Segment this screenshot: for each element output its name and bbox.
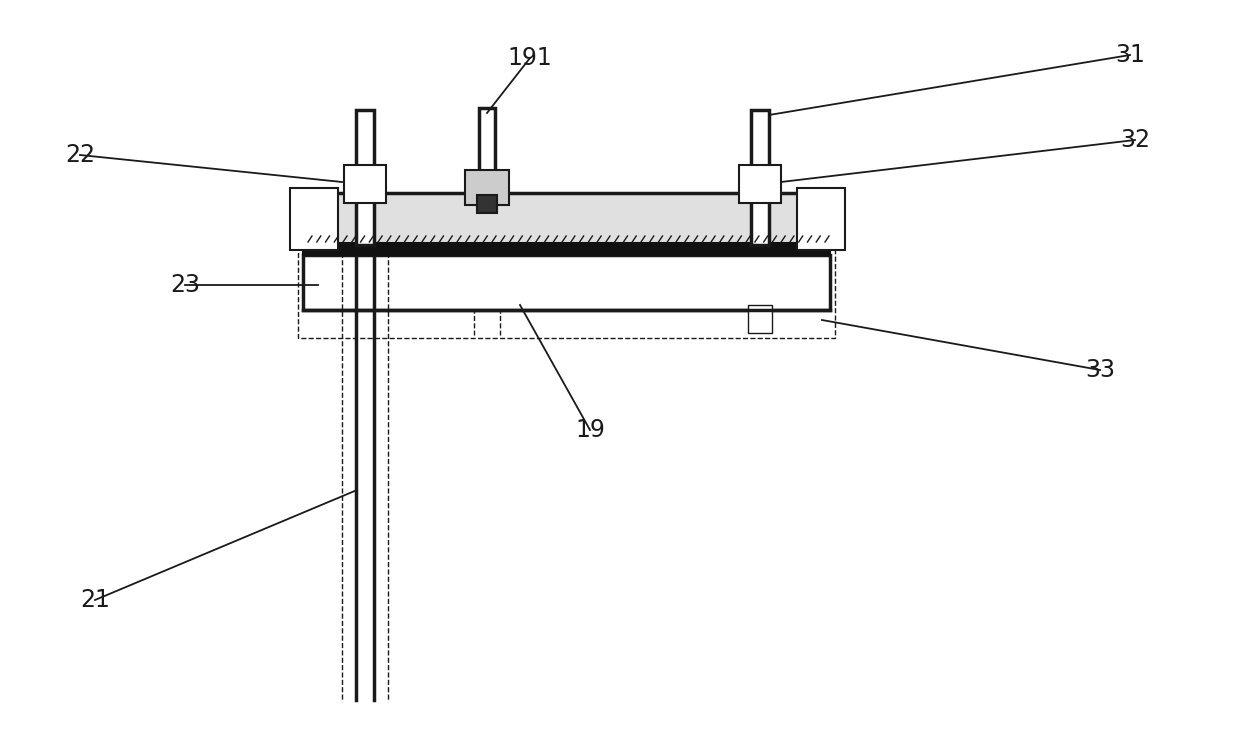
Text: 33: 33 [1085, 358, 1115, 382]
Bar [356, 110, 374, 245]
Text: 21: 21 [81, 588, 110, 612]
Bar [477, 195, 497, 213]
Bar [303, 243, 830, 255]
Bar [748, 305, 773, 333]
Bar [751, 110, 769, 245]
Bar [479, 108, 495, 205]
Bar [290, 188, 339, 250]
Text: 31: 31 [1115, 43, 1145, 67]
Text: 22: 22 [64, 143, 95, 167]
Text: 32: 32 [1120, 128, 1149, 152]
Text: 191: 191 [507, 46, 552, 70]
Bar [303, 255, 830, 310]
Text: 23: 23 [170, 273, 200, 297]
Bar [465, 170, 508, 205]
Bar [343, 165, 386, 203]
Text: 19: 19 [575, 418, 605, 442]
Bar [739, 165, 781, 203]
Bar [797, 188, 844, 250]
Bar [298, 241, 835, 338]
Bar [295, 193, 839, 245]
